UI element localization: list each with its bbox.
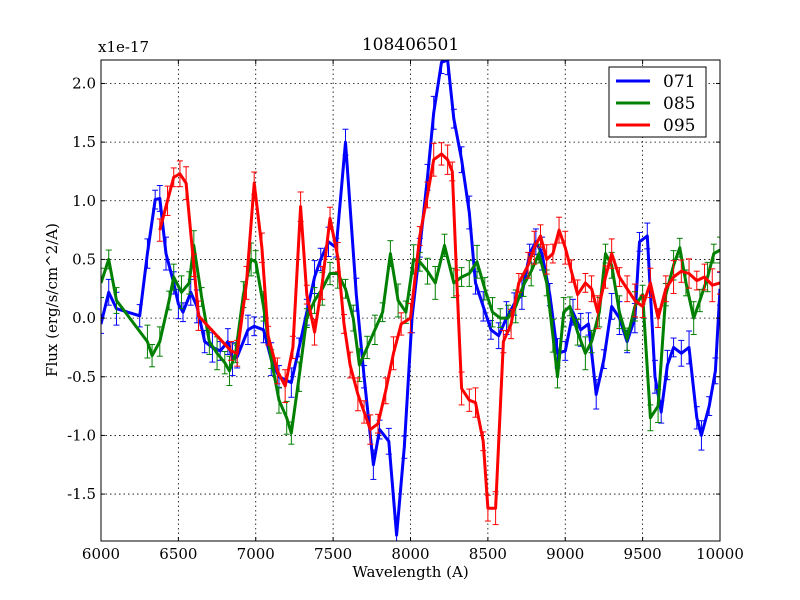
y-tick-label: 2.0 <box>72 74 96 92</box>
legend-label-095: 095 <box>663 116 695 136</box>
y-tick-label: 0.0 <box>72 309 96 327</box>
series-line-085 <box>101 243 720 435</box>
x-tick-label: 8500 <box>469 545 507 563</box>
x-tick-label: 7000 <box>237 545 275 563</box>
x-tick-label: 9000 <box>546 545 584 563</box>
x-tick-label: 9500 <box>624 545 662 563</box>
y-tick-label: -0.5 <box>67 368 96 386</box>
y-tick-label: 0.5 <box>72 250 96 268</box>
y-tick-labels: -1.5 -1.0 -0.5 0.0 0.5 1.0 1.5 2.0 <box>67 74 96 503</box>
y-tick-label: 1.5 <box>72 133 96 151</box>
plot-area <box>101 60 720 541</box>
y-axis-label: Flux (erg/s/cm^2/A) <box>43 223 61 377</box>
x-tick-label: 6000 <box>82 545 120 563</box>
x-tick-label: 6500 <box>159 545 197 563</box>
legend-label-071: 071 <box>663 72 695 92</box>
x-tick-label: 10000 <box>696 545 744 563</box>
legend-label-085: 085 <box>663 94 695 114</box>
y-tick-label: -1.5 <box>67 485 96 503</box>
series-line-095 <box>158 152 720 510</box>
tick-marks <box>100 60 721 541</box>
offset-text: x1e-17 <box>98 38 149 56</box>
grid <box>101 60 720 541</box>
chart-title: 108406501 <box>362 35 459 55</box>
series-095 <box>156 142 720 526</box>
y-tick-label: 1.0 <box>72 192 96 210</box>
x-tick-label: 7500 <box>314 545 352 563</box>
y-tick-label: -1.0 <box>67 426 96 444</box>
x-tick-label: 8000 <box>391 545 429 563</box>
x-axis-label: Wavelength (A) <box>352 563 468 581</box>
x-tick-labels: 6000 6500 7000 7500 8000 8500 9000 9500 10000 <box>82 545 744 563</box>
